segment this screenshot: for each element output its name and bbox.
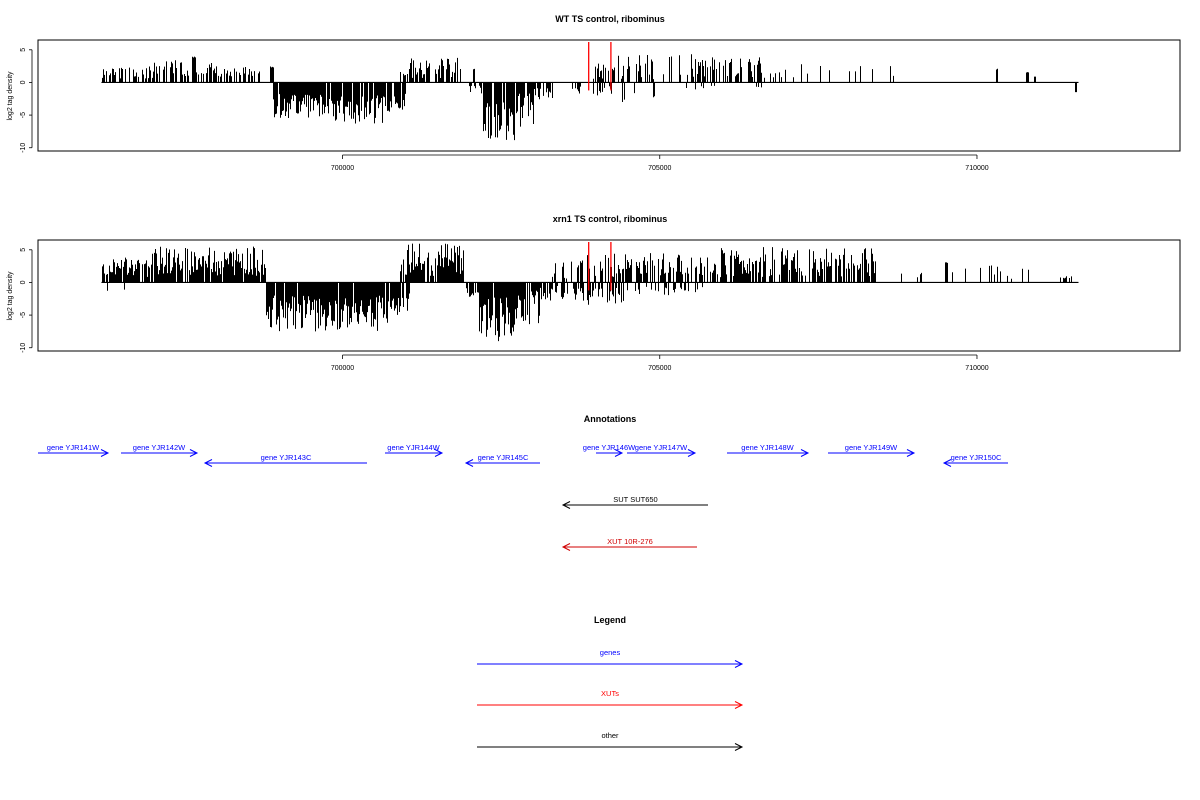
gene-arrow-head (800, 449, 810, 457)
gene-label: gene YJR147W (635, 443, 688, 452)
wt-y-tick-label: 0 (20, 80, 27, 84)
legend-xuts-arrow-head (734, 701, 744, 709)
gene-arrow-head (614, 449, 624, 457)
xrn1-plot-frame (37, 239, 1181, 352)
gene-label: gene YJR142W (133, 443, 186, 452)
gene-arrow-head (906, 449, 916, 457)
annotations-panel: Annotations gene YJR141W gene YJR142W gene… (38, 414, 1008, 551)
wt-y-tick-label: -10 (20, 143, 27, 153)
gene-arrow-head (464, 459, 474, 467)
gene-arrow-head (203, 459, 213, 467)
legend-other-arrow-head (734, 743, 744, 751)
legend-panel: Legend genes XUTs other (477, 615, 744, 751)
legend-item-label: genes (600, 648, 621, 657)
xrn1-y-axis-label: log2 tag density (7, 271, 14, 321)
wt-x-tick-label: 700000 (331, 165, 354, 172)
xrn1-y-tick-label: 5 (20, 248, 27, 252)
feature-label: SUT SUT650 (613, 495, 657, 504)
xrn1-track-panel: xrn1 TS control, ribominus -10 -5 0 5 700000… (7, 214, 1181, 372)
gene-label: gene YJR141W (47, 443, 100, 452)
xrn1-y-tick-label: -10 (20, 343, 27, 353)
wt-track-panel: WT TS control, ribominus -10 -5 0 5 700000 70… (7, 14, 1181, 172)
wt-x-tick-label: 710000 (965, 165, 988, 172)
xrn1-axes: -10 -5 0 5 700000 705000 710000 (20, 248, 989, 372)
annotations-title: Annotations (584, 414, 637, 424)
xrn1-y-tick-label: -5 (20, 312, 27, 318)
wt-axes: -10 -5 0 5 700000 705000 710000 (20, 48, 989, 172)
wt-y-axis-label: log2 tag density (7, 71, 14, 121)
xrn1-track-title: xrn1 TS control, ribominus (553, 214, 668, 224)
wt-plot-frame (37, 39, 1181, 152)
legend-item-label: other (601, 731, 619, 740)
legend-genes-arrow-head (734, 660, 744, 668)
gene-arrow-head (189, 449, 199, 457)
gene-label: gene YJR146W (583, 443, 636, 452)
gene-label: gene YJR148W (741, 443, 794, 452)
gene-label: gene YJR143C (261, 453, 312, 462)
gene-arrow-head (100, 449, 110, 457)
wt-bars (101, 42, 1079, 141)
gene-arrow-head (942, 459, 952, 467)
xrn1-bars (101, 242, 1079, 342)
gene-label: gene YJR145C (478, 453, 529, 462)
feature-arrow-head (561, 501, 571, 509)
legend-title: Legend (594, 615, 626, 625)
wt-x-tick-label: 705000 (648, 165, 671, 172)
legend-item-label: XUTs (601, 689, 619, 698)
xrn1-y-tick-label: 0 (20, 280, 27, 284)
gene-arrow-head (687, 449, 697, 457)
feature-label: XUT 10R-276 (607, 537, 653, 546)
gene-label: gene YJR149W (845, 443, 898, 452)
xrn1-x-tick-label: 700000 (331, 365, 354, 372)
gene-arrow-head (434, 449, 444, 457)
feature-arrow-head (561, 543, 571, 551)
xrn1-x-tick-label: 705000 (648, 365, 671, 372)
gene-label: gene YJR150C (951, 453, 1002, 462)
wt-track-title: WT TS control, ribominus (555, 14, 665, 24)
wt-y-tick-label: -5 (20, 112, 27, 118)
gene-label: gene YJR144W (387, 443, 440, 452)
wt-y-tick-label: 5 (20, 48, 27, 52)
xrn1-x-tick-label: 710000 (965, 365, 988, 372)
